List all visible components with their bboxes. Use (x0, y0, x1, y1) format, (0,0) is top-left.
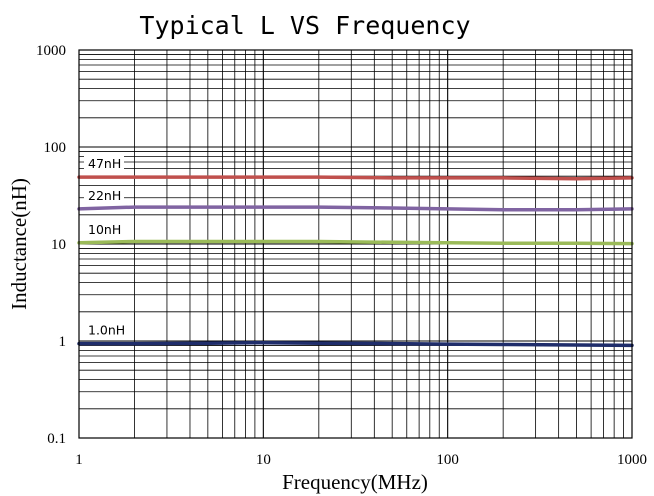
y-tick-label: 1000 (36, 43, 66, 59)
x-tick-label: 1 (75, 452, 83, 468)
series-labels: 47nH 22nH 10nH 1.0nH (84, 155, 132, 338)
chart-title: Typical L VS Frequency (139, 11, 470, 40)
series-lines (77, 175, 634, 348)
series-label-47nh: 47nH (88, 156, 121, 171)
y-tick-labels: 0.1 1 10 100 1000 (36, 43, 66, 447)
series-line-22nh (77, 205, 634, 212)
y-axis-label: Inductance(nH) (7, 178, 31, 310)
plot-frame (78, 49, 633, 439)
series-label-background (84, 155, 124, 172)
series-line-10nh (77, 239, 634, 246)
series-label-10nh: 10nH (88, 222, 121, 237)
x-tick-label: 100 (436, 452, 459, 468)
series-label-22nh: 22nH (88, 188, 121, 203)
x-axis-label: Frequency(MHz) (282, 470, 428, 494)
series-label-1-0nh: 1.0nH (88, 323, 125, 338)
x-tick-labels: 1 10 100 1000 (75, 452, 647, 468)
y-tick-label: 100 (44, 140, 67, 156)
y-tick-label: 0.1 (47, 431, 66, 447)
y-tick-label: 1 (59, 334, 67, 350)
series-label-background (84, 321, 132, 338)
x-tick-label: 10 (256, 452, 271, 468)
series-label-background (84, 186, 124, 203)
y-tick-label: 10 (51, 237, 66, 253)
series-line-1-0nh (77, 340, 634, 348)
series-line-47nh (77, 175, 634, 181)
series-label-background (84, 220, 124, 237)
x-tick-label: 1000 (617, 452, 647, 468)
